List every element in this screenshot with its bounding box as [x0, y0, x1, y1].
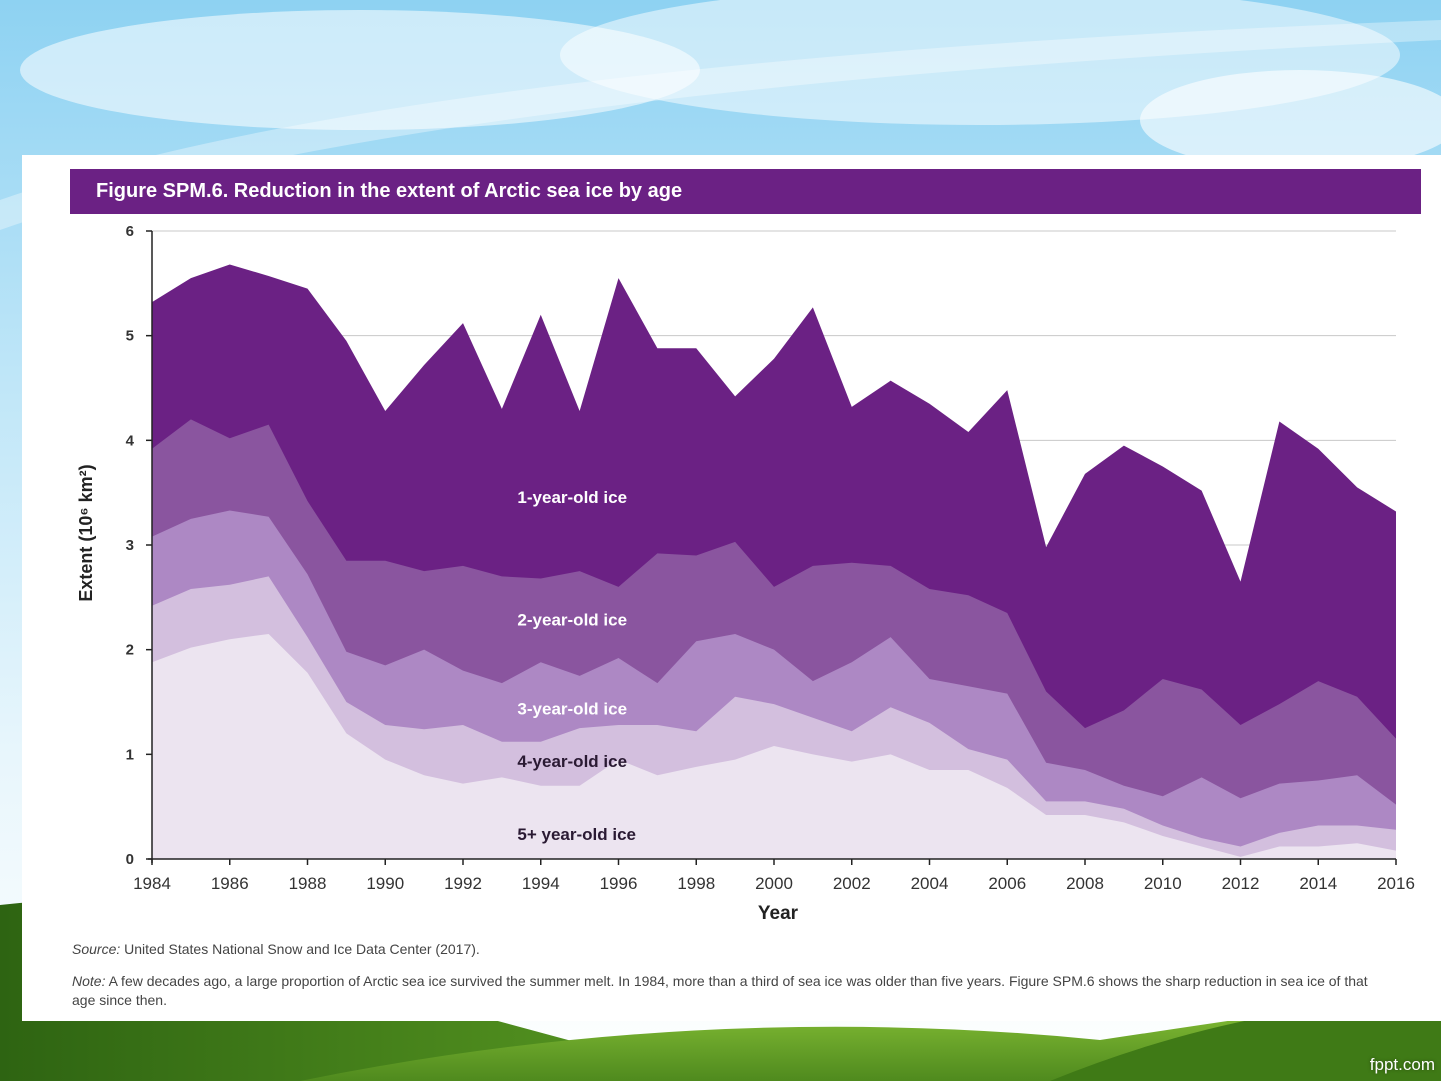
x-tick-label: 1996 [600, 874, 638, 893]
y-tick-label: 6 [126, 223, 134, 240]
x-tick-label: 2008 [1066, 874, 1104, 893]
y-tick-label: 2 [126, 642, 134, 659]
x-tick-label: 1998 [677, 874, 715, 893]
light-streak [0, 20, 1441, 230]
area-5plus-year-old-ice [152, 633, 1396, 859]
y-axis-title: Extent (10⁶ km²) [76, 464, 96, 601]
x-tick-label: 1986 [211, 874, 249, 893]
series-label: 1-year-old ice [517, 488, 627, 507]
figure-title: Figure SPM.6. Reduction in the extent of… [96, 180, 683, 202]
watermark: fppt.com [1369, 1055, 1435, 1074]
x-tick-label: 2010 [1144, 874, 1182, 893]
x-tick-label: 2004 [911, 874, 949, 893]
series-label: 2-year-old ice [517, 611, 627, 630]
y-tick-label: 5 [126, 328, 134, 345]
figure-card: Figure SPM.6. Reduction in the extent of… [22, 155, 1441, 1021]
y-tick-label: 0 [126, 851, 134, 868]
series-label: 5+ year-old ice [517, 825, 636, 844]
x-tick-label: 1984 [133, 874, 171, 893]
x-tick-label: 1988 [289, 874, 327, 893]
figure-source: Source: United States National Snow and … [72, 941, 480, 957]
x-tick-label: 2012 [1222, 874, 1260, 893]
note-label: Note: [72, 973, 106, 989]
x-tick-label: 2002 [833, 874, 871, 893]
cloud-shape [1140, 70, 1441, 170]
note-text: A few decades ago, a large proportion of… [72, 973, 1368, 1008]
y-tick-label: 3 [126, 537, 134, 554]
x-tick-label: 1994 [522, 874, 560, 893]
figure-note: Note: A few decades ago, a large proport… [72, 972, 1392, 1010]
cloud-shape [20, 10, 700, 130]
figure-title-bar: Figure SPM.6. Reduction in the extent of… [70, 169, 1421, 214]
source-text: United States National Snow and Ice Data… [124, 941, 480, 957]
y-tick-label: 4 [126, 432, 135, 449]
x-tick-label: 2006 [988, 874, 1026, 893]
x-tick-label: 2016 [1377, 874, 1415, 893]
x-tick-label: 2014 [1299, 874, 1337, 893]
x-axis-title: Year [758, 903, 799, 924]
series-label: 4-year-old ice [517, 752, 627, 771]
sea-ice-area-chart: 0 1 2 3 4 5 6 1984 1986 1988 1990 1992 1994 1996 1998 2… [76, 223, 1415, 924]
y-tick-label: 1 [126, 746, 134, 763]
x-tick-label: 1990 [366, 874, 404, 893]
x-tick-label: 2000 [755, 874, 793, 893]
series-label: 3-year-old ice [517, 700, 627, 719]
source-label: Source: [72, 941, 121, 957]
x-tick-label: 1992 [444, 874, 482, 893]
